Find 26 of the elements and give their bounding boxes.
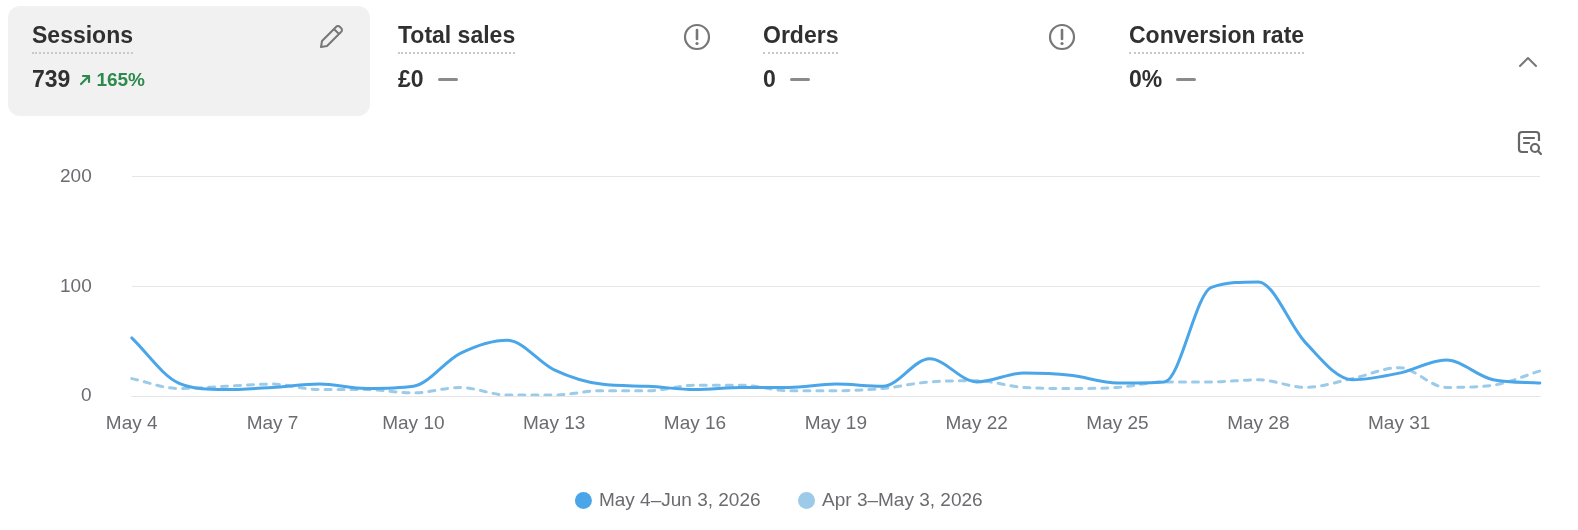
text: 739 xyxy=(32,66,71,92)
text: 0 xyxy=(763,66,776,92)
category-label: Sessions xyxy=(32,22,133,54)
y-tick-label: 0 xyxy=(81,384,92,406)
x-tick-label: May 16 xyxy=(663,411,727,433)
line-series xyxy=(130,280,1542,392)
y-tick-label: 200 xyxy=(60,164,92,186)
category-label: Conversion rate xyxy=(1129,22,1305,54)
x-tick-label: May 10 xyxy=(382,411,445,433)
text: 165% xyxy=(96,68,145,91)
x-tick-label: May 4 xyxy=(105,411,158,433)
y-tick-label: 100 xyxy=(60,274,92,296)
x-tick-label: May 13 xyxy=(523,411,586,433)
category-label: Orders xyxy=(763,22,839,54)
legend-label: May 4–Jun 3, 2026 xyxy=(598,488,761,510)
x-tick-label: May 31 xyxy=(1368,411,1431,433)
text: 0% xyxy=(1129,66,1163,92)
x-tick-label: May 7 xyxy=(246,411,299,433)
text: £0 xyxy=(398,66,424,92)
x-tick-label: May 22 xyxy=(945,411,1008,433)
category-label: Total sales xyxy=(398,22,516,54)
x-tick-label: May 28 xyxy=(1227,411,1290,433)
x-tick-label: May 25 xyxy=(1086,411,1149,433)
x-tick-label: May 19 xyxy=(804,411,868,433)
legend-label: Apr 3–May 3, 2026 xyxy=(822,488,983,510)
line-series xyxy=(130,366,1542,397)
